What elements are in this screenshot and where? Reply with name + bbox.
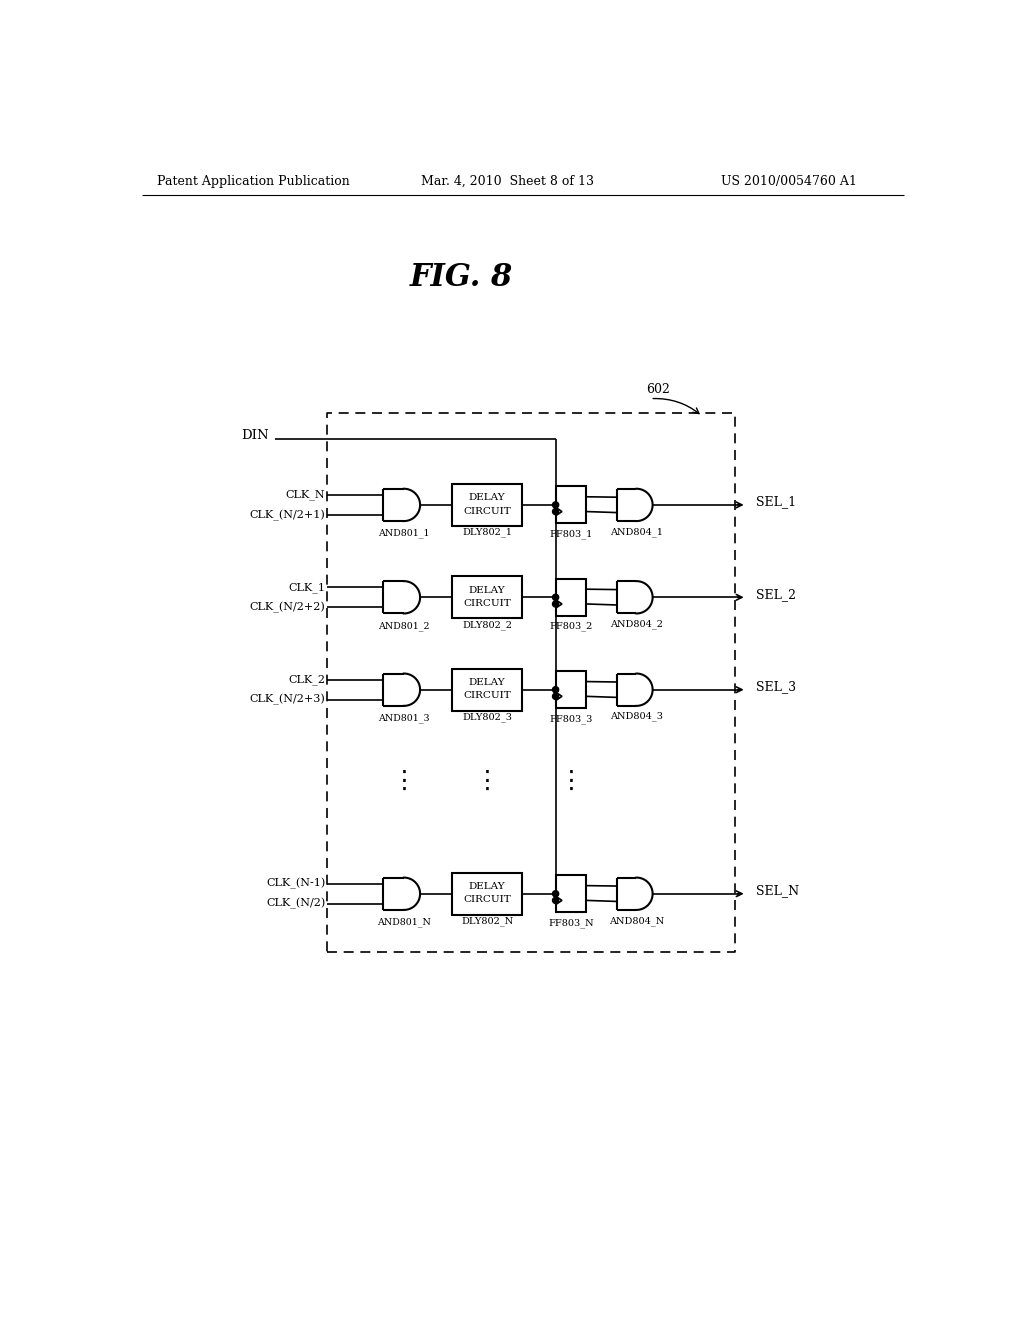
Text: DELAY: DELAY [469,678,506,688]
Text: CLK_N: CLK_N [286,490,326,500]
Polygon shape [556,579,587,616]
Text: CIRCUIT: CIRCUIT [463,692,511,701]
Text: DLY802_3: DLY802_3 [462,713,512,722]
Text: ⋮: ⋮ [391,768,417,792]
Circle shape [553,898,559,903]
Text: CLK_2: CLK_2 [289,675,326,685]
Polygon shape [453,873,521,915]
Text: CLK_(N/2+3): CLK_(N/2+3) [250,694,326,705]
Text: CIRCUIT: CIRCUIT [463,507,511,516]
Text: ⋮: ⋮ [474,768,500,792]
Text: CLK_1: CLK_1 [289,582,326,593]
Circle shape [553,891,559,896]
Text: FF803_1: FF803_1 [549,529,593,539]
Text: SEL_3: SEL_3 [756,680,796,693]
Text: AND804_3: AND804_3 [610,711,663,722]
Text: CIRCUIT: CIRCUIT [463,895,511,904]
Circle shape [553,508,559,515]
Text: DLY802_2: DLY802_2 [462,620,512,630]
Circle shape [553,502,559,508]
Text: AND804_2: AND804_2 [610,619,663,630]
Text: SEL_N: SEL_N [756,884,799,898]
Text: ⋮: ⋮ [558,768,584,792]
Text: DLY802_1: DLY802_1 [462,528,512,537]
Text: CLK_(N/2+2): CLK_(N/2+2) [250,602,326,612]
Polygon shape [556,875,587,912]
Text: AND801_3: AND801_3 [378,713,430,723]
Text: Patent Application Publication: Patent Application Publication [158,176,350,187]
Text: CLK_(N/2+1): CLK_(N/2+1) [250,510,326,520]
Polygon shape [556,487,587,524]
Text: US 2010/0054760 A1: US 2010/0054760 A1 [721,176,857,187]
Text: FIG. 8: FIG. 8 [410,263,513,293]
Text: DELAY: DELAY [469,882,506,891]
Text: AND804_N: AND804_N [609,916,665,925]
Text: AND801_1: AND801_1 [378,528,430,539]
Text: FF803_N: FF803_N [548,919,594,928]
Circle shape [553,686,559,693]
Text: DIN: DIN [242,429,269,442]
Text: CLK_(N/2): CLK_(N/2) [266,898,326,909]
Polygon shape [453,668,521,711]
Polygon shape [453,483,521,527]
Text: DELAY: DELAY [469,494,506,503]
Circle shape [553,594,559,601]
Circle shape [553,693,559,700]
Text: AND801_N: AND801_N [377,917,431,927]
Text: AND804_1: AND804_1 [610,527,663,537]
Text: DLY802_N: DLY802_N [461,916,513,927]
Text: FF803_2: FF803_2 [549,622,593,631]
Text: SEL_2: SEL_2 [756,587,796,601]
Text: Mar. 4, 2010  Sheet 8 of 13: Mar. 4, 2010 Sheet 8 of 13 [421,176,594,187]
Text: SEL_1: SEL_1 [756,495,796,508]
Circle shape [553,601,559,607]
Text: FF803_3: FF803_3 [549,714,593,723]
Text: CLK_(N-1): CLK_(N-1) [266,878,326,890]
Text: CIRCUIT: CIRCUIT [463,599,511,609]
Text: 602: 602 [646,383,671,396]
Text: AND801_2: AND801_2 [378,620,430,631]
Polygon shape [453,576,521,619]
Text: DELAY: DELAY [469,586,506,595]
Polygon shape [556,672,587,708]
